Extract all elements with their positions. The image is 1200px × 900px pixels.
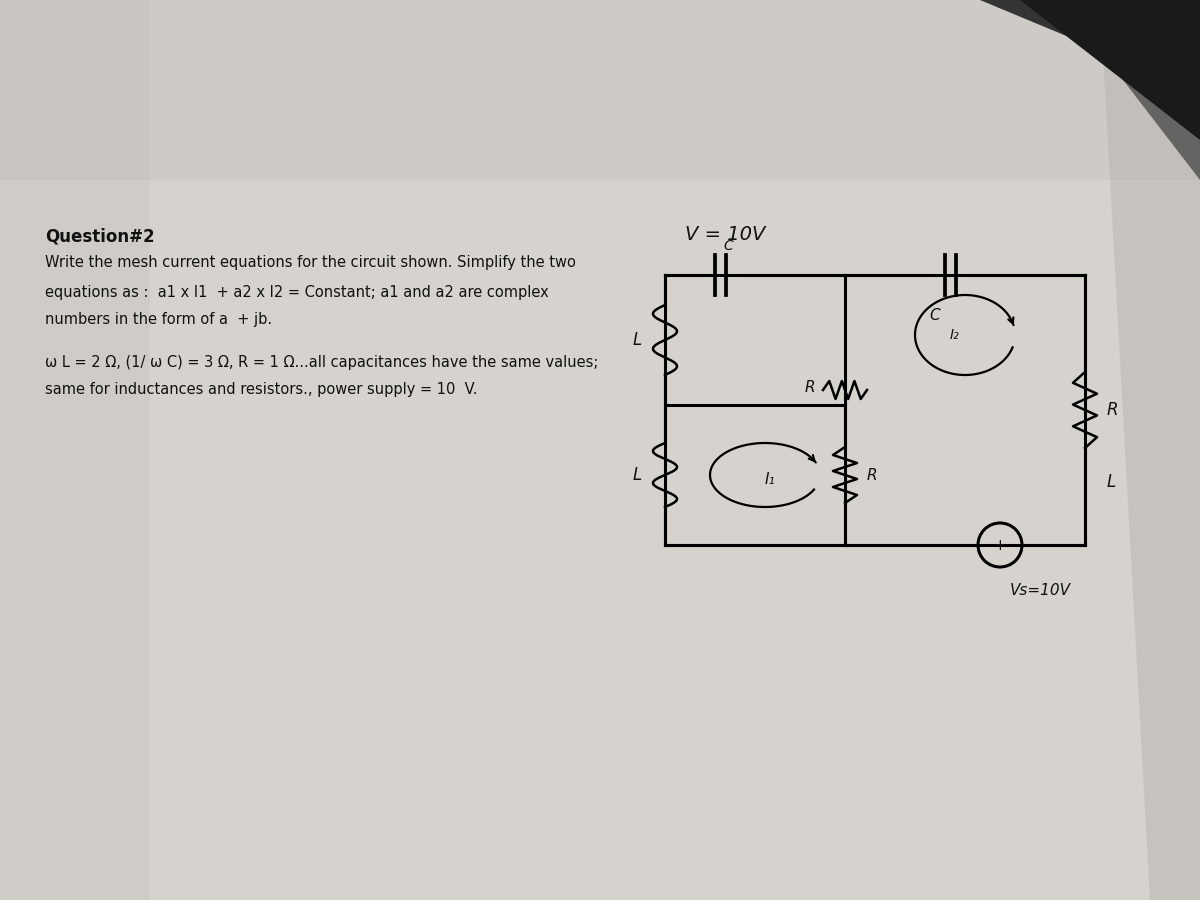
Text: I₂: I₂ bbox=[950, 328, 960, 342]
Bar bbox=[0, 0, 1200, 180]
Text: Question#2: Question#2 bbox=[46, 228, 155, 246]
Text: L: L bbox=[632, 466, 642, 484]
Text: R: R bbox=[1108, 401, 1118, 419]
Text: same for inductances and resistors., power supply = 10  V.: same for inductances and resistors., pow… bbox=[46, 382, 478, 397]
Text: R: R bbox=[805, 381, 815, 395]
Text: I₁: I₁ bbox=[764, 472, 775, 488]
Text: V = 10V: V = 10V bbox=[685, 225, 766, 244]
Text: +: + bbox=[994, 537, 1007, 553]
Text: R: R bbox=[866, 467, 877, 482]
Text: Vs=10V: Vs=10V bbox=[1010, 583, 1072, 598]
Text: Write the mesh current equations for the circuit shown. Simplify the two: Write the mesh current equations for the… bbox=[46, 255, 576, 270]
Text: L: L bbox=[1108, 472, 1116, 490]
Text: C: C bbox=[930, 308, 941, 322]
Text: numbers in the form of a  + jb.: numbers in the form of a + jb. bbox=[46, 312, 272, 327]
Polygon shape bbox=[1100, 0, 1200, 900]
Polygon shape bbox=[1020, 0, 1200, 140]
Bar bbox=[0, 0, 150, 900]
Text: L: L bbox=[632, 331, 642, 349]
Text: ω L = 2 Ω, (1/ ω C) = 3 Ω, R = 1 Ω...all capacitances have the same values;: ω L = 2 Ω, (1/ ω C) = 3 Ω, R = 1 Ω...all… bbox=[46, 355, 599, 370]
Polygon shape bbox=[980, 0, 1200, 180]
Text: equations as :  a1 x I1  + a2 x I2 = Constant; a1 and a2 are complex: equations as : a1 x I1 + a2 x I2 = Const… bbox=[46, 285, 548, 300]
Text: C: C bbox=[724, 239, 733, 253]
